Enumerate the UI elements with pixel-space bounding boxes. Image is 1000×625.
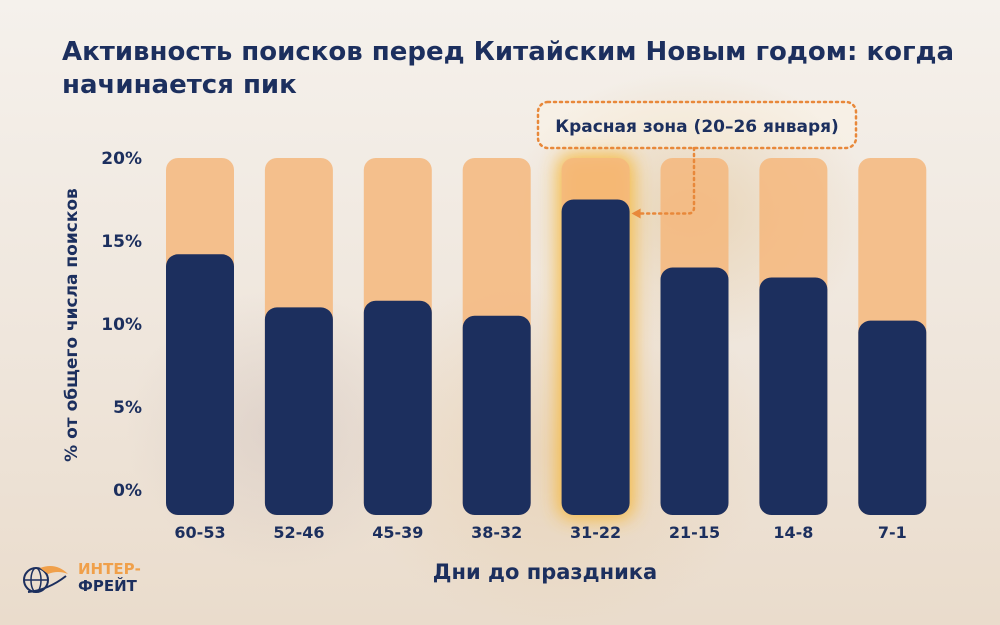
x-tick-label: 31-22	[570, 523, 621, 542]
logo-line1: ИНТЕР-	[78, 560, 141, 578]
y-tick-label: 10%	[101, 315, 142, 335]
company-logo: ИНТЕР- ФРЕЙТ	[18, 560, 141, 596]
annotation-label: Красная зона (20–26 января)	[555, 117, 839, 137]
logo-line2: ФРЕЙТ	[78, 577, 137, 595]
globe-wing-icon	[23, 566, 68, 593]
x-tick-label: 14-8	[773, 523, 813, 542]
bar	[660, 267, 729, 515]
chart-title: Активность поисков перед Китайским Новым…	[62, 37, 955, 100]
x-tick-label: 45-39	[372, 523, 423, 542]
bar	[264, 307, 333, 515]
x-axis-label: Дни до праздника	[432, 560, 658, 584]
annotation-box	[536, 100, 858, 150]
y-tick-label: 20%	[101, 149, 142, 169]
bar	[759, 277, 828, 515]
annotation-arrow-icon	[631, 208, 641, 219]
y-axis-label: % от общего числа поисков	[62, 188, 82, 462]
y-tick-label: 5%	[113, 398, 142, 418]
x-tick-label: 52-46	[273, 523, 324, 542]
x-tick-label: 21-15	[669, 523, 720, 542]
x-tick-label: 38-32	[471, 523, 522, 542]
y-tick-label: 15%	[101, 232, 142, 252]
x-tick-label: 7-1	[878, 523, 907, 542]
annotation-connector	[638, 146, 696, 215]
bar	[561, 199, 630, 515]
bar	[363, 300, 432, 515]
x-tick-label: 60-53	[174, 523, 225, 542]
bar	[462, 315, 531, 515]
bar	[166, 254, 234, 515]
bar	[858, 320, 927, 515]
y-tick-label: 0%	[113, 481, 142, 501]
